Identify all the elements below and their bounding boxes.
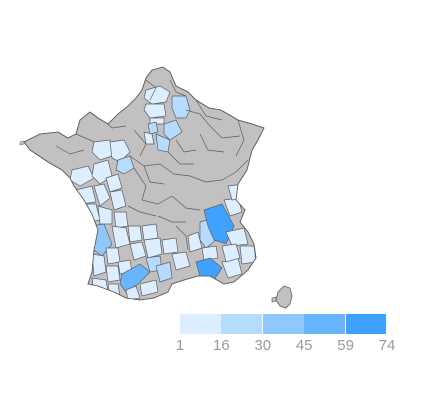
department-correze[interactable] xyxy=(127,225,143,243)
department-aisne[interactable] xyxy=(171,95,191,119)
department-border-9 xyxy=(133,129,147,157)
department-border-4 xyxy=(195,99,223,121)
department-border-23 xyxy=(75,133,95,143)
department-essonne[interactable] xyxy=(143,131,155,145)
department-border-18 xyxy=(127,205,157,217)
department-gers[interactable] xyxy=(105,265,121,283)
department-vaucluse[interactable] xyxy=(201,245,219,261)
department-border-19 xyxy=(157,215,186,223)
legend-tick-label: 45 xyxy=(295,337,313,354)
mainland-border xyxy=(23,66,265,301)
department-border-3 xyxy=(185,109,211,127)
department-haute-garonne[interactable] xyxy=(119,263,151,293)
legend-tick-label: 74 xyxy=(378,337,396,354)
legend-tick-label: 1 xyxy=(175,337,185,354)
department-aude[interactable] xyxy=(139,279,159,297)
legend-piece-2[interactable] xyxy=(221,314,263,334)
corsica xyxy=(275,285,293,309)
department-cantal[interactable] xyxy=(141,223,159,241)
department-border-8 xyxy=(167,151,194,165)
department-sarthe[interactable] xyxy=(115,155,135,175)
legend-tick-label: 59 xyxy=(337,337,354,354)
department-indre-et-loire[interactable] xyxy=(105,173,123,193)
department-border-14 xyxy=(221,159,249,181)
department-oise[interactable] xyxy=(143,103,167,119)
legend-piece-5[interactable] xyxy=(345,314,387,334)
department-ille-et-vilaine[interactable] xyxy=(91,139,113,161)
legend-piece-3[interactable] xyxy=(262,314,304,334)
department-herault[interactable] xyxy=(155,261,173,283)
legend-tick-label: 30 xyxy=(254,337,272,354)
department-lot-et-garonne[interactable] xyxy=(105,247,121,265)
department-lozere[interactable] xyxy=(161,237,179,255)
corsica-islet xyxy=(271,296,277,303)
department-charente[interactable] xyxy=(97,205,113,225)
department-landes[interactable] xyxy=(91,253,107,277)
department-border-1 xyxy=(145,79,157,101)
department-border-12 xyxy=(159,163,191,177)
department-haute-vienne[interactable] xyxy=(113,211,129,229)
department-border-20 xyxy=(175,225,189,251)
department-border-17 xyxy=(171,195,201,211)
department-marne[interactable] xyxy=(163,119,183,141)
department-bouches-du-rhone[interactable] xyxy=(195,257,223,281)
legend-tick-label: 16 xyxy=(213,337,230,354)
department-alpes-de-haute-provence[interactable] xyxy=(221,243,241,263)
legend-piece-4[interactable] xyxy=(304,314,346,334)
department-border-2 xyxy=(169,79,187,97)
department-border-16 xyxy=(141,195,173,205)
department-border-21 xyxy=(235,119,245,157)
department-vienne[interactable] xyxy=(109,189,127,211)
department-border-24 xyxy=(55,145,85,155)
department-border-11 xyxy=(143,165,165,185)
department-gard[interactable] xyxy=(171,251,191,271)
legend-piece-1[interactable] xyxy=(180,314,221,334)
mainland-france xyxy=(23,66,265,301)
department-lot[interactable] xyxy=(129,241,147,261)
department-deux-sevres[interactable] xyxy=(93,183,111,207)
brittany-island xyxy=(19,140,25,146)
department-hautes-alpes[interactable] xyxy=(225,227,249,247)
department-mayenne[interactable] xyxy=(109,139,131,163)
department-border-5 xyxy=(209,125,241,139)
department-border-7 xyxy=(175,139,197,153)
department-border-6 xyxy=(199,133,225,153)
department-border-15 xyxy=(133,167,147,201)
department-border-13 xyxy=(189,175,223,183)
department-ariege[interactable] xyxy=(125,285,141,300)
department-paris[interactable] xyxy=(147,121,159,135)
